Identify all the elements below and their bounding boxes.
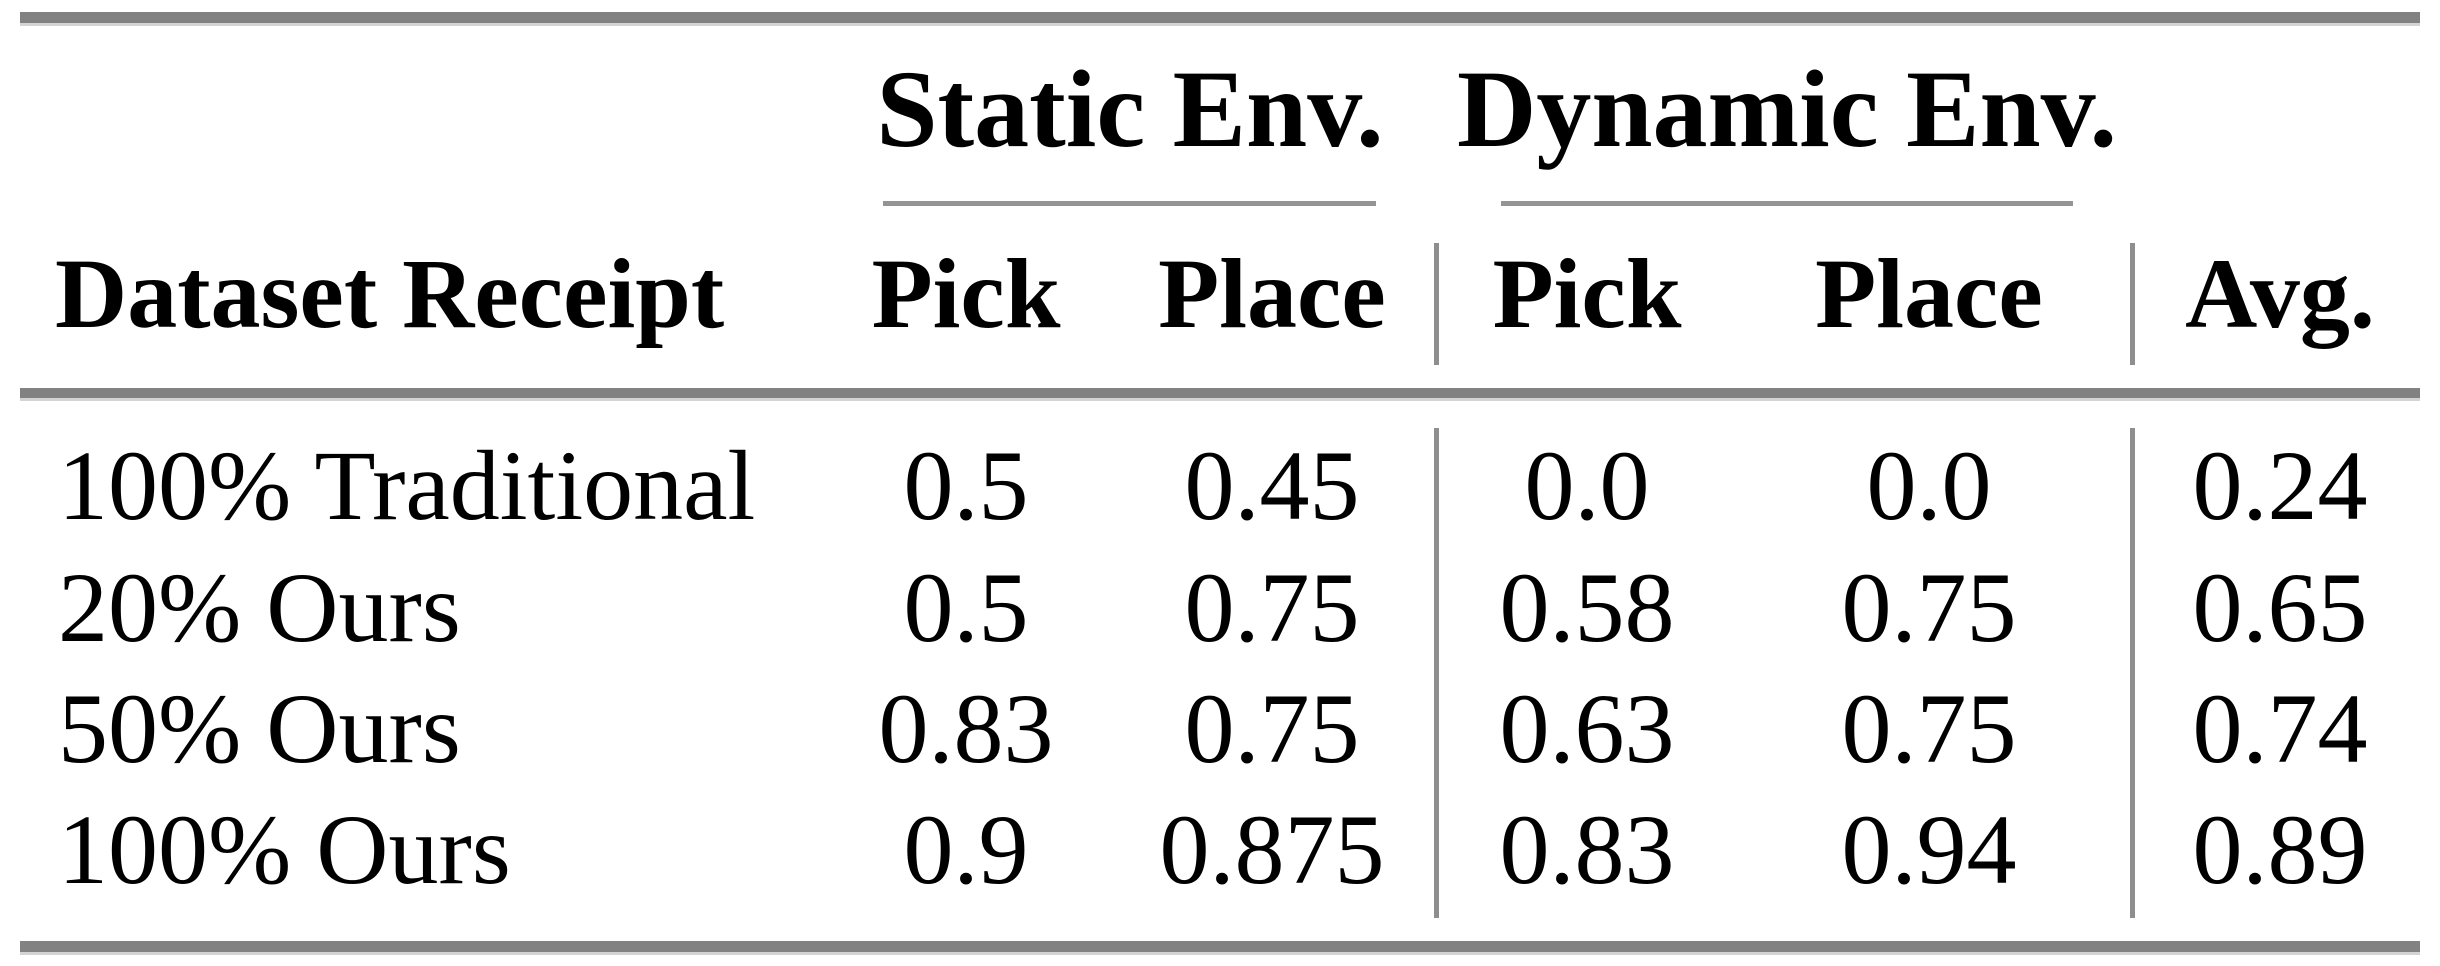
- vertical-separator-1-body: [1434, 428, 1439, 918]
- value-static-place: 0.75: [1184, 552, 1360, 663]
- column-header-static-pick: Pick: [871, 238, 1061, 349]
- value-static-pick: 0.83: [878, 673, 1054, 784]
- static-env-underline-rule: [883, 201, 1376, 206]
- row-label: 100% Traditional: [58, 430, 756, 541]
- value-static-place: 0.45: [1184, 430, 1360, 541]
- value-static-pick: 0.5: [903, 552, 1029, 663]
- value-avg: 0.89: [2192, 794, 2368, 905]
- value-dynamic-pick: 0.58: [1499, 552, 1675, 663]
- column-header-dataset-receipt: Dataset Receipt: [55, 238, 725, 349]
- table-header-rule: [20, 388, 2420, 401]
- value-dynamic-place: 0.75: [1841, 552, 2017, 663]
- row-label: 100% Ours: [58, 794, 511, 905]
- table-top-rule: [20, 12, 2420, 26]
- vertical-separator-2-header: [2130, 243, 2135, 365]
- value-dynamic-pick: 0.0: [1524, 430, 1650, 541]
- row-label: 20% Ours: [58, 552, 461, 663]
- column-group-static-env: Static Env.: [876, 48, 1384, 170]
- vertical-separator-1-header: [1434, 243, 1439, 365]
- row-label: 50% Ours: [58, 673, 461, 784]
- column-group-dynamic-env: Dynamic Env.: [1456, 48, 2118, 170]
- value-dynamic-place: 0.0: [1866, 430, 1992, 541]
- value-avg: 0.74: [2192, 673, 2368, 784]
- value-static-place: 0.875: [1159, 794, 1385, 905]
- column-header-static-place: Place: [1158, 238, 1386, 349]
- table-bottom-rule: [20, 941, 2420, 955]
- value-static-pick: 0.9: [903, 794, 1029, 905]
- value-dynamic-pick: 0.83: [1499, 794, 1675, 905]
- value-avg: 0.65: [2192, 552, 2368, 663]
- value-static-place: 0.75: [1184, 673, 1360, 784]
- column-header-dynamic-pick: Pick: [1492, 238, 1682, 349]
- dynamic-env-underline-rule: [1501, 201, 2073, 206]
- value-dynamic-place: 0.94: [1841, 794, 2017, 905]
- column-header-dynamic-place: Place: [1815, 238, 2043, 349]
- column-header-avg: Avg.: [2185, 238, 2375, 349]
- value-dynamic-pick: 0.63: [1499, 673, 1675, 784]
- value-dynamic-place: 0.75: [1841, 673, 2017, 784]
- value-static-pick: 0.5: [903, 430, 1029, 541]
- value-avg: 0.24: [2192, 430, 2368, 541]
- vertical-separator-2-body: [2130, 428, 2135, 918]
